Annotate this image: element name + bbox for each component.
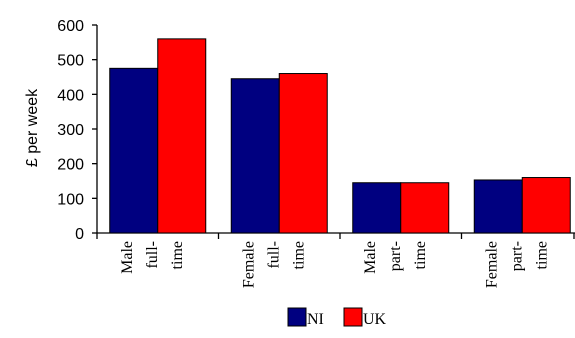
- plot-area: 0 100 200 300 400 500 600 Male full-time Female fu…: [57, 18, 575, 288]
- category-label-line: time: [412, 241, 429, 269]
- bar-ni-3: [473, 179, 523, 234]
- bar-uk-3: [521, 177, 571, 234]
- category-label-line: Female: [241, 241, 258, 288]
- legend-label-ni: NI: [307, 311, 324, 328]
- category-label-line: time: [534, 241, 551, 269]
- category-label-line: Male: [119, 241, 136, 274]
- legend-swatch-uk: [343, 307, 363, 327]
- y-tick-label: 300: [57, 122, 84, 139]
- y-tick-label: 0: [75, 226, 84, 243]
- legend: NI UK: [287, 307, 387, 328]
- legend-swatch-ni: [287, 307, 307, 327]
- category-label-line: time: [169, 241, 186, 269]
- category-label-line: Female: [484, 241, 501, 288]
- category-label-line: full-: [144, 241, 161, 269]
- bar-uk-2: [400, 182, 450, 234]
- bar-ni-1: [230, 78, 280, 234]
- category-label-line: part-: [387, 241, 404, 271]
- category-label-line: part-: [509, 241, 526, 271]
- bar-uk-0: [157, 38, 207, 234]
- y-tick-label: 500: [57, 53, 84, 70]
- bar-uk-1: [278, 73, 328, 234]
- legend-label-uk: UK: [363, 311, 387, 328]
- y-tick-label: 600: [57, 18, 84, 35]
- category-label-line: full-: [266, 241, 283, 269]
- y-tick-label: 100: [57, 191, 84, 208]
- category-label-line: time: [291, 241, 308, 269]
- y-axis-label: £ per week: [24, 88, 41, 167]
- bar-ni-0: [109, 67, 159, 234]
- y-tick-label: 200: [57, 157, 84, 174]
- y-tick-label: 400: [57, 87, 84, 104]
- category-label-line: Male: [362, 241, 379, 274]
- bar-ni-2: [352, 182, 402, 234]
